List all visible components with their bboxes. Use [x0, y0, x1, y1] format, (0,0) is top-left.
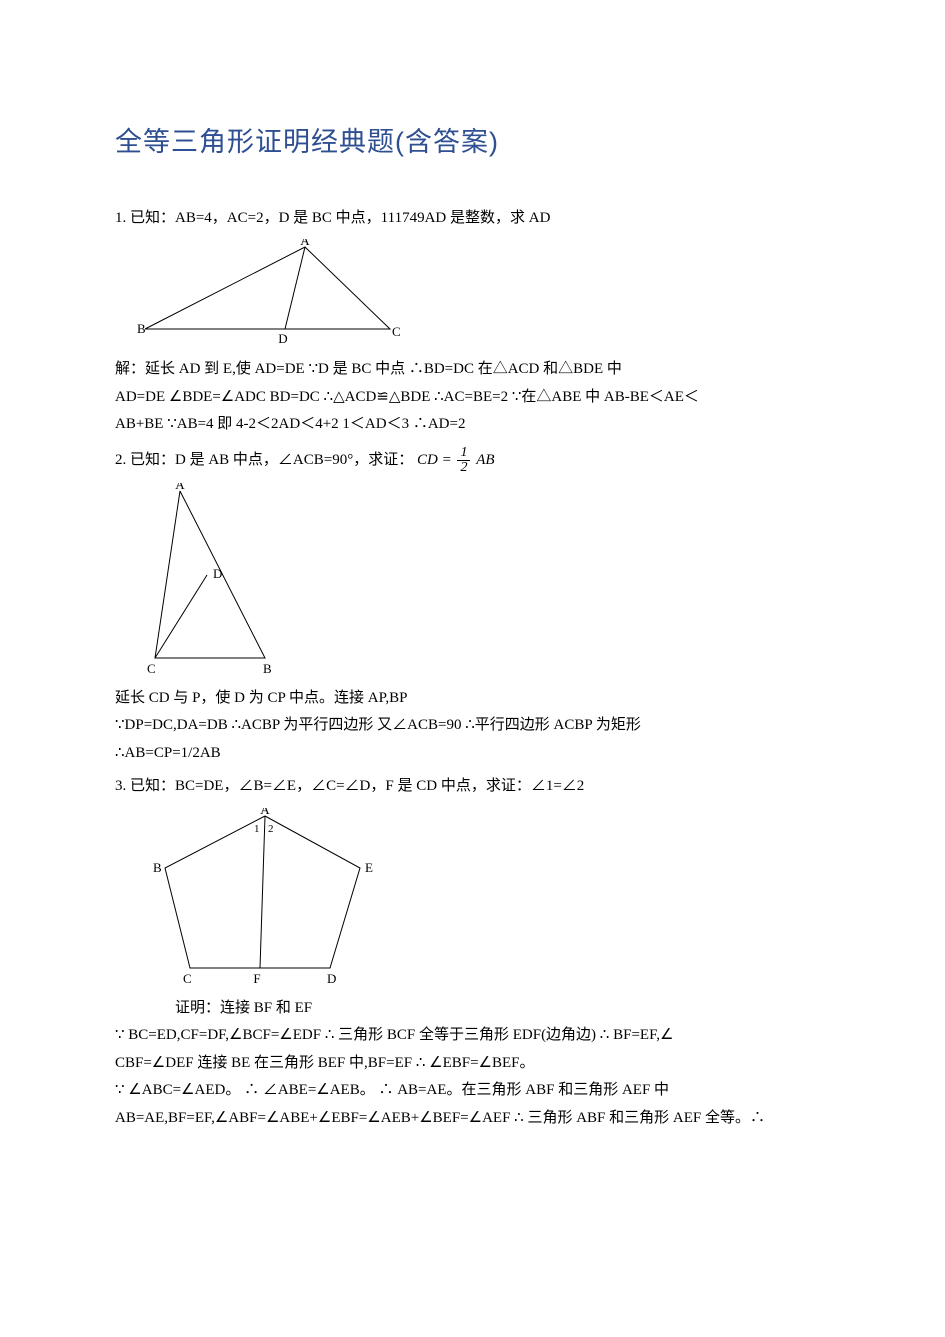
triangle-acb: [155, 491, 265, 658]
figure-2-svg: A D C B: [135, 483, 305, 678]
fraction-half: 1 2: [457, 446, 470, 475]
fraction-den: 2: [457, 461, 470, 475]
problem-3-solution-line-2: CBF=∠DEF 连接 BE 在三角形 BEF 中,BF=EF ∴ ∠EBF=∠…: [115, 1051, 835, 1077]
problem-2-question-a: 2. 已知：D 是 AB 中点，∠ACB=90°，求证：: [115, 452, 413, 468]
problem-2-question: 2. 已知：D 是 AB 中点，∠ACB=90°，求证： CD = 1 2 AB: [115, 446, 835, 475]
label-f: F: [253, 971, 260, 986]
problem-3-solution-line-1: ∵ BC=ED,CF=DF,∠BCF=∠EDF ∴ 三角形 BCF 全等于三角形…: [115, 1023, 835, 1049]
problem-2-solution-line-1: 延长 CD 与 P，使 D 为 CP 中点。连接 AP,BP: [115, 686, 835, 712]
problem-3-proof-label: 证明：连接 BF 和 EF: [115, 996, 835, 1022]
segment-ad: [285, 247, 305, 329]
figure-1-svg: A B D C: [135, 239, 435, 349]
label-d: D: [327, 971, 336, 986]
segment-af: [260, 816, 265, 968]
fraction-num: 1: [457, 446, 470, 461]
label-d: D: [213, 566, 222, 581]
problem-3: 3. 已知：BC=DE，∠B=∠E，∠C=∠D，F 是 CD 中点，求证：∠1=…: [115, 774, 835, 1131]
figure-3: A 1 2 B E C F D: [135, 808, 835, 988]
problem-1-solution-line-3: AB+BE ∵AB=4 即 4-2＜2AD＜4+2 1＜AD＜3 ∴AD=2: [115, 412, 835, 438]
problem-3-solution-line-3: ∵ ∠ABC=∠AED。 ∴ ∠ABE=∠AEB。 ∴ AB=AE。在三角形 A…: [115, 1078, 835, 1104]
label-b: B: [137, 321, 146, 336]
figure-1: A B D C: [135, 239, 835, 349]
label-angle-1: 1: [254, 823, 260, 835]
label-b: B: [263, 661, 272, 676]
label-angle-2: 2: [268, 823, 274, 835]
problem-1-solution-line-1: 解：延长 AD 到 E,使 AD=DE ∵D 是 BC 中点 ∴BD=DC 在△…: [115, 357, 835, 383]
problem-2: 2. 已知：D 是 AB 中点，∠ACB=90°，求证： CD = 1 2 AB…: [115, 446, 835, 767]
label-c: C: [147, 661, 156, 676]
problem-3-question: 3. 已知：BC=DE，∠B=∠E，∠C=∠D，F 是 CD 中点，求证：∠1=…: [115, 774, 835, 800]
label-a: A: [260, 808, 270, 817]
figure-2: A D C B: [135, 483, 835, 678]
problem-1: 1. 已知：AB=4，AC=2，D 是 BC 中点，111749AD 是整数，求…: [115, 206, 835, 438]
segment-cd: [155, 575, 207, 658]
math-eq: =: [442, 452, 456, 468]
problem-1-solution-line-2: AD=DE ∠BDE=∠ADC BD=DC ∴△ACD≌△BDE ∴AC=BE=…: [115, 385, 835, 411]
label-d: D: [278, 331, 287, 346]
label-e: E: [365, 860, 373, 875]
problem-2-solution-line-3: ∴AB=CP=1/2AB: [115, 741, 835, 767]
problem-2-solution-line-2: ∵DP=DC,DA=DB ∴ACBP 为平行四边形 又∠ACB=90 ∴平行四边…: [115, 713, 835, 739]
label-a: A: [300, 239, 310, 248]
label-a: A: [175, 483, 185, 492]
triangle-abc: [145, 247, 390, 329]
document-page: 全等三角形证明经典题(含答案) 1. 已知：AB=4，AC=2，D 是 BC 中…: [0, 0, 945, 1199]
problem-1-question: 1. 已知：AB=4，AC=2，D 是 BC 中点，111749AD 是整数，求…: [115, 206, 835, 232]
problem-3-solution-line-4: AB=AE,BF=EF,∠ABF=∠ABE+∠EBF=∠AEB+∠BEF=∠AE…: [115, 1106, 835, 1132]
math-cd: CD: [417, 452, 438, 468]
label-b: B: [153, 860, 162, 875]
figure-3-svg: A 1 2 B E C F D: [135, 808, 405, 988]
page-title: 全等三角形证明经典题(含答案): [115, 120, 835, 166]
label-c: C: [392, 324, 401, 339]
label-c: C: [183, 971, 192, 986]
math-ab: AB: [476, 452, 494, 468]
